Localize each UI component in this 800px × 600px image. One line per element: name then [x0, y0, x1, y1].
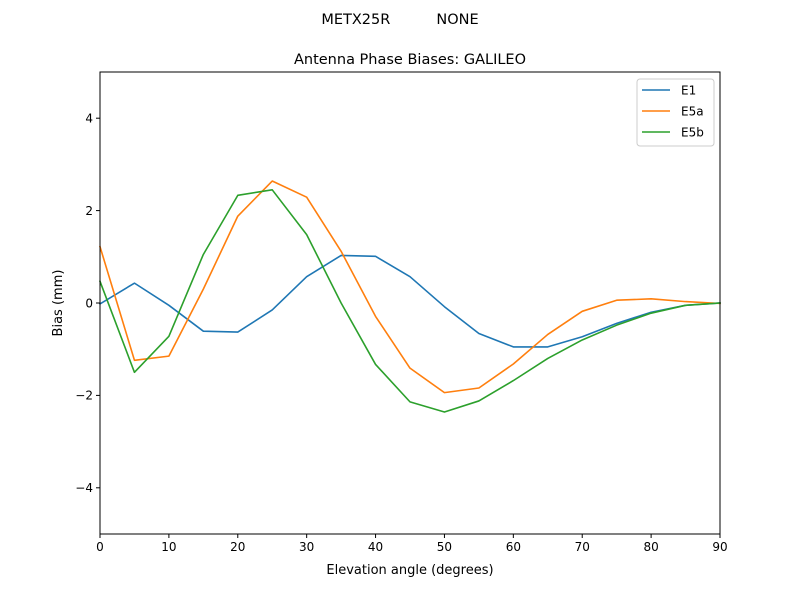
legend-label-e5b: E5b [681, 126, 704, 140]
x-tick-label: 60 [506, 540, 521, 554]
chart-title: Antenna Phase Biases: GALILEO [294, 52, 526, 68]
y-tick-label: 4 [85, 112, 93, 126]
plot-area-frame [99, 71, 721, 535]
x-tick-label: 10 [161, 540, 176, 554]
x-axis-label: Elevation angle (degrees) [326, 563, 493, 578]
y-tick-label: −2 [75, 389, 93, 403]
y-tick-label: 2 [85, 204, 93, 218]
series-line-e5b [98, 189, 721, 413]
figure-suptitle: METX25R NONE [321, 12, 478, 28]
series-line-e5a [99, 180, 721, 394]
y-axis-label: Bias (mm) [51, 270, 66, 337]
series-layer [98, 180, 721, 413]
x-tick-label: 70 [575, 540, 590, 554]
y-tick-label: 0 [85, 296, 93, 310]
legend: E1 E5a E5b [636, 78, 715, 147]
x-tick-label: 20 [230, 540, 245, 554]
y-axis: −4 −2 0 2 4 [75, 112, 100, 495]
x-tick-label: 30 [299, 540, 314, 554]
legend-label-e5a: E5a [681, 105, 704, 119]
y-tick-label: −4 [75, 481, 93, 495]
x-tick-label: 0 [96, 540, 104, 554]
legend-box [636, 78, 715, 147]
x-tick-label: 40 [368, 540, 383, 554]
x-axis: 0 10 20 30 40 50 60 70 80 90 [96, 534, 728, 554]
x-tick-label: 90 [712, 540, 727, 554]
x-tick-label: 80 [643, 540, 658, 554]
x-tick-label: 50 [437, 540, 452, 554]
legend-label-e1: E1 [681, 84, 696, 98]
series-line-e1 [98, 254, 721, 348]
